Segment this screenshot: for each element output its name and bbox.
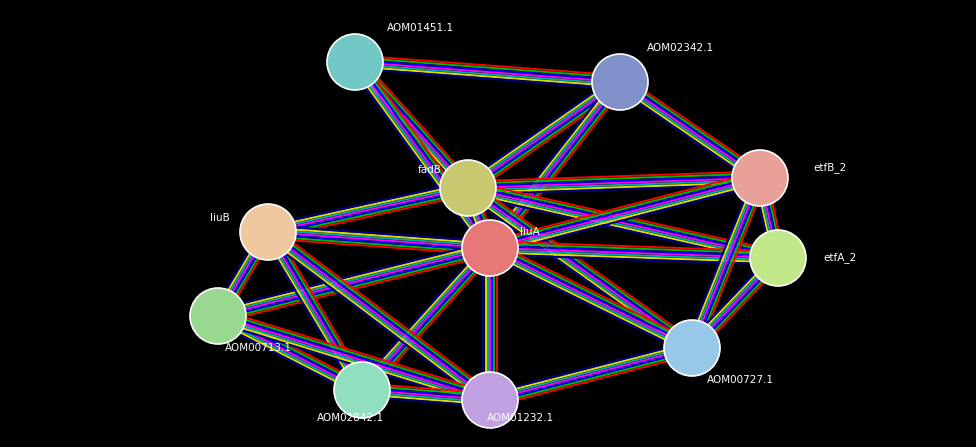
Circle shape [440, 160, 496, 216]
Text: etfB_2: etfB_2 [813, 163, 846, 173]
Circle shape [240, 204, 296, 260]
Text: AOM00727.1: AOM00727.1 [707, 375, 774, 385]
Text: fadB: fadB [418, 165, 442, 175]
Circle shape [327, 34, 383, 90]
Circle shape [732, 150, 788, 206]
Text: AOM00713.1: AOM00713.1 [224, 343, 292, 353]
Circle shape [750, 230, 806, 286]
Circle shape [462, 220, 518, 276]
Text: AOM01232.1: AOM01232.1 [486, 413, 553, 423]
Text: AOM01451.1: AOM01451.1 [386, 23, 454, 33]
Circle shape [592, 54, 648, 110]
Text: liuB: liuB [210, 213, 230, 223]
Circle shape [664, 320, 720, 376]
Text: AOM02342.1: AOM02342.1 [646, 43, 713, 53]
Text: etfA_2: etfA_2 [824, 253, 857, 263]
Circle shape [462, 372, 518, 428]
Circle shape [334, 362, 390, 418]
Text: liuA: liuA [520, 227, 540, 237]
Circle shape [190, 288, 246, 344]
Text: AOM02842.1: AOM02842.1 [316, 413, 384, 423]
